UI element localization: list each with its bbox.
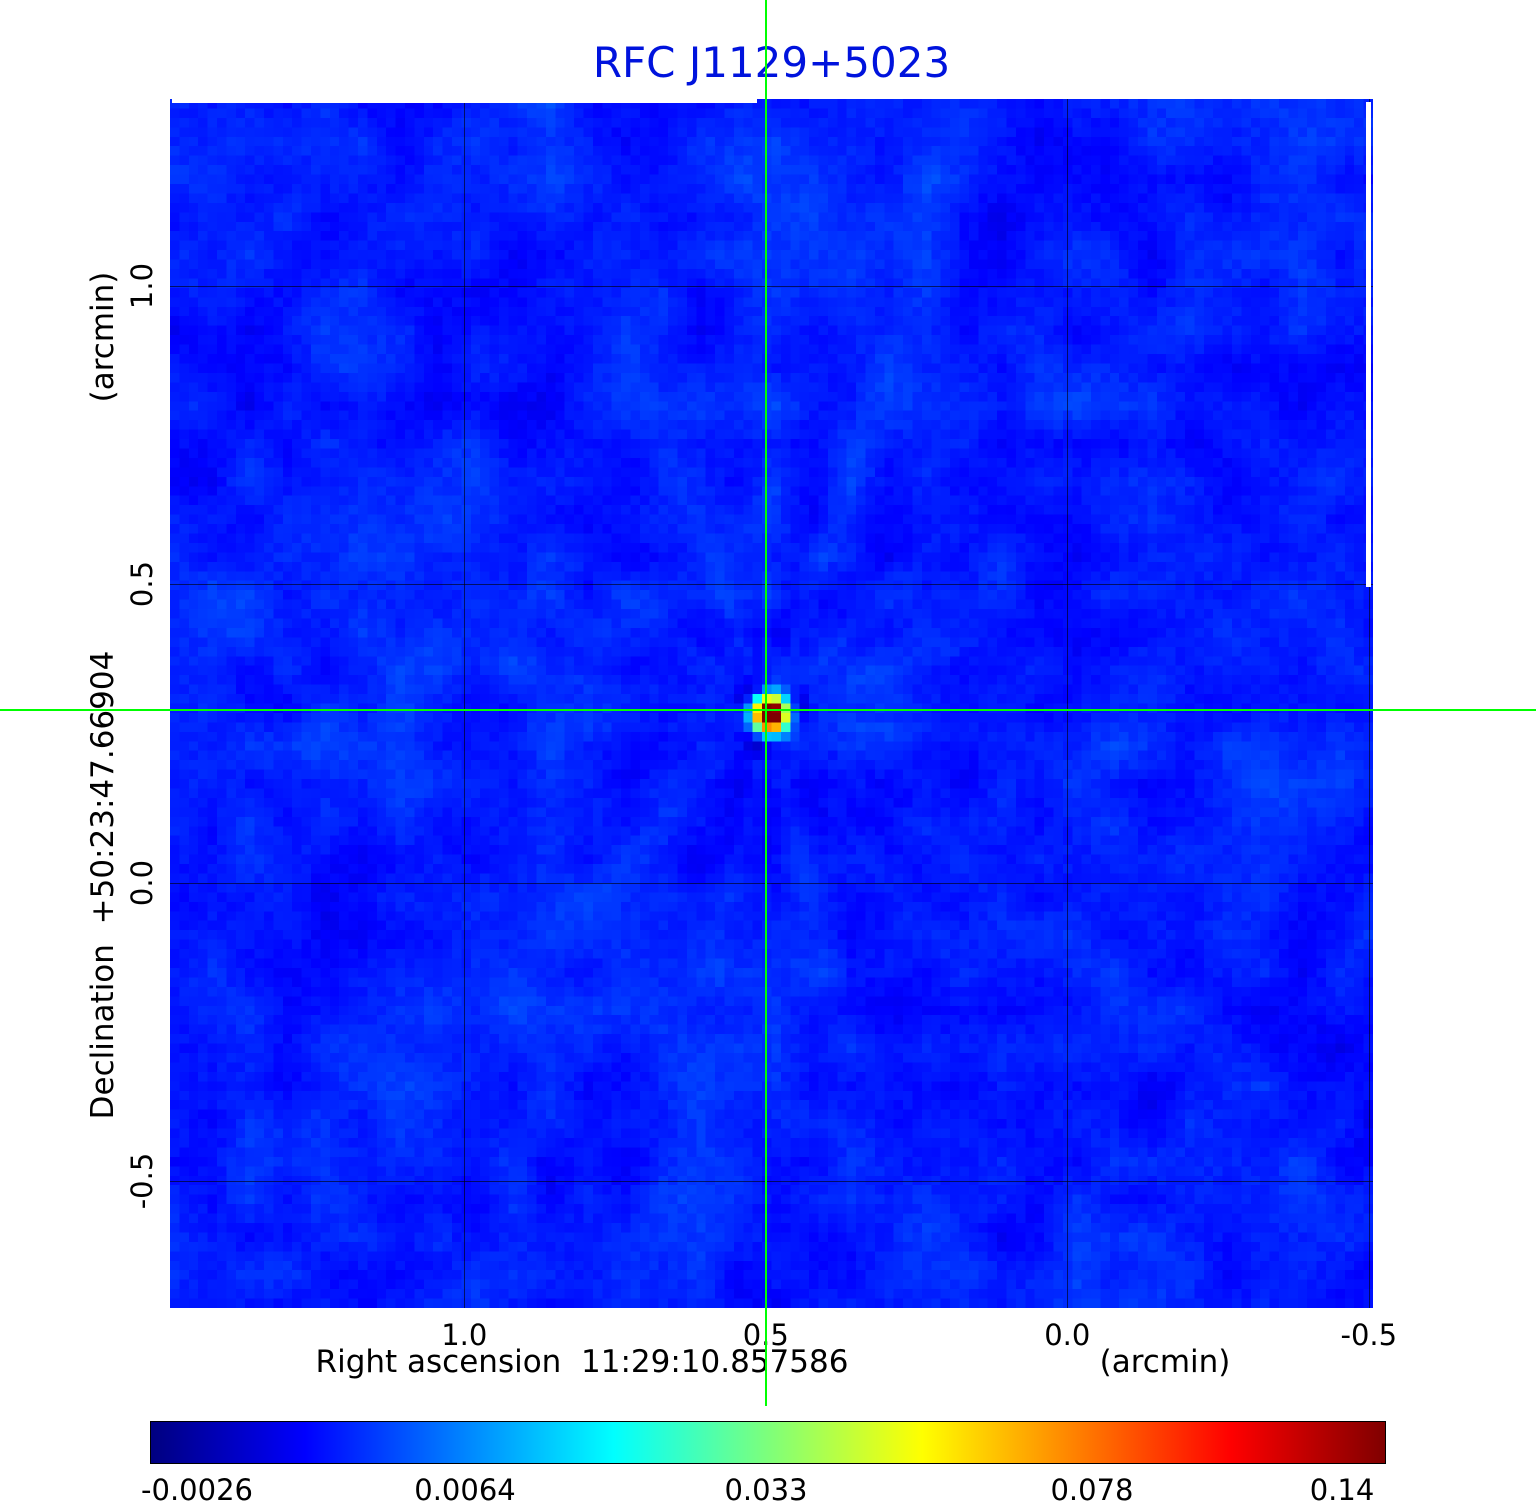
y-axis-label: Declination +50:23:47.66904 [85,650,121,1120]
y-tick-label: 0.0 [125,859,159,906]
colorbar [150,1421,1386,1464]
colorbar-gradient [151,1422,1385,1463]
grid-line-vertical [1067,99,1069,1308]
crosshair-horizontal [0,709,1536,711]
x-axis-unit-label: (arcmin) [1099,1344,1231,1380]
x-tick-label: -0.5 [1340,1318,1398,1352]
y-tick-label: 1.0 [125,262,159,309]
x-axis-label: Right ascension 11:29:10.857586 [315,1344,849,1380]
y-tick-label: -0.5 [125,1153,159,1210]
grid-line-vertical [1368,99,1370,1308]
y-tick-label: 0.5 [125,561,159,608]
crosshair-vertical [765,0,767,1406]
y-axis-unit-label: (arcmin) [85,271,121,403]
colorbar-tick-label: 0.0064 [414,1473,516,1507]
grid-line-vertical [464,99,466,1308]
colorbar-tick-label: -0.0026 [141,1473,253,1507]
radio-image-plot [170,99,1373,1308]
grid-line-horizontal [170,882,1373,884]
x-tick-label: 0.0 [1044,1318,1091,1352]
colorbar-tick-label: 0.078 [1050,1473,1134,1507]
colorbar-tick-label: 0.14 [1309,1473,1375,1507]
grid-line-horizontal [170,285,1373,287]
grid-line-horizontal [170,1181,1373,1183]
grid-line-horizontal [170,584,1373,586]
colorbar-tick-label: 0.033 [724,1473,808,1507]
edge-artifact-right [1366,102,1371,587]
radio-image-canvas [170,99,1373,1308]
x-tick-label: 1.0 [441,1318,488,1352]
plot-title: RFC J1129+5023 [592,38,951,87]
edge-artifact-top [172,99,757,103]
